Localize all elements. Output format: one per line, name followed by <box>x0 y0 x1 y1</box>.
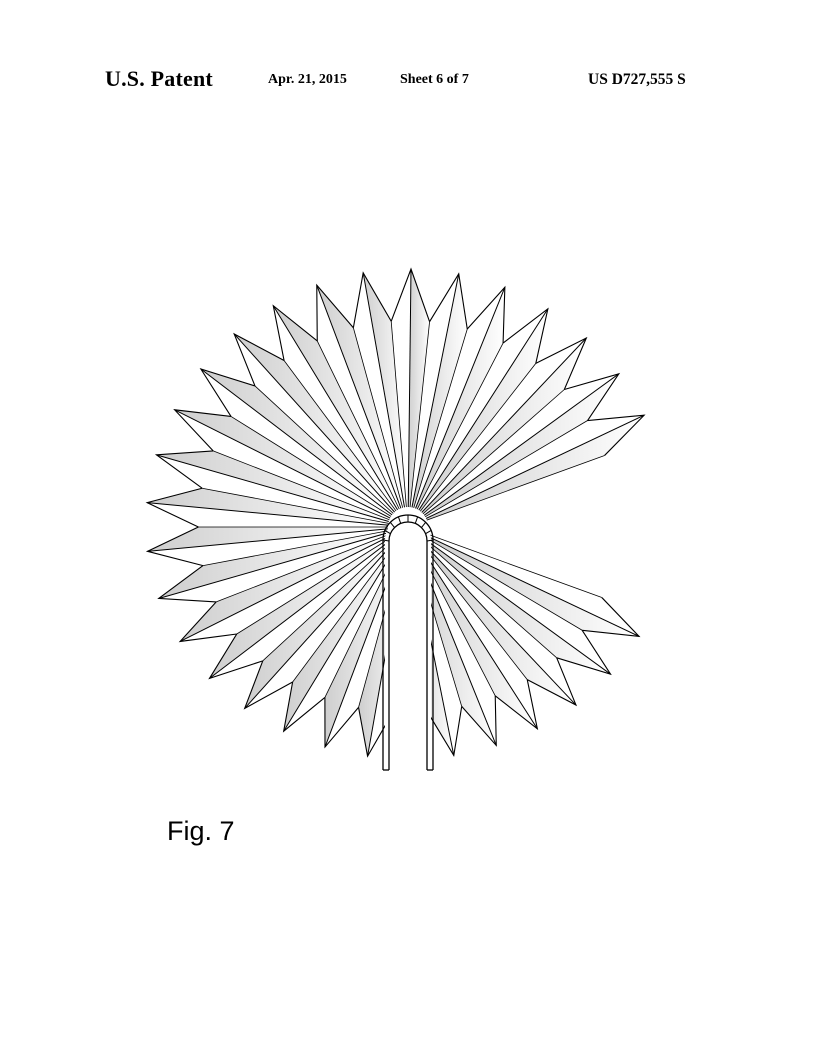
fan-handle-gap <box>385 517 431 770</box>
figure-label: Fig. 7 <box>167 816 235 847</box>
fan-handle-group <box>383 515 433 770</box>
fan-fold-line <box>426 415 644 518</box>
fan-fold-line <box>425 537 582 630</box>
